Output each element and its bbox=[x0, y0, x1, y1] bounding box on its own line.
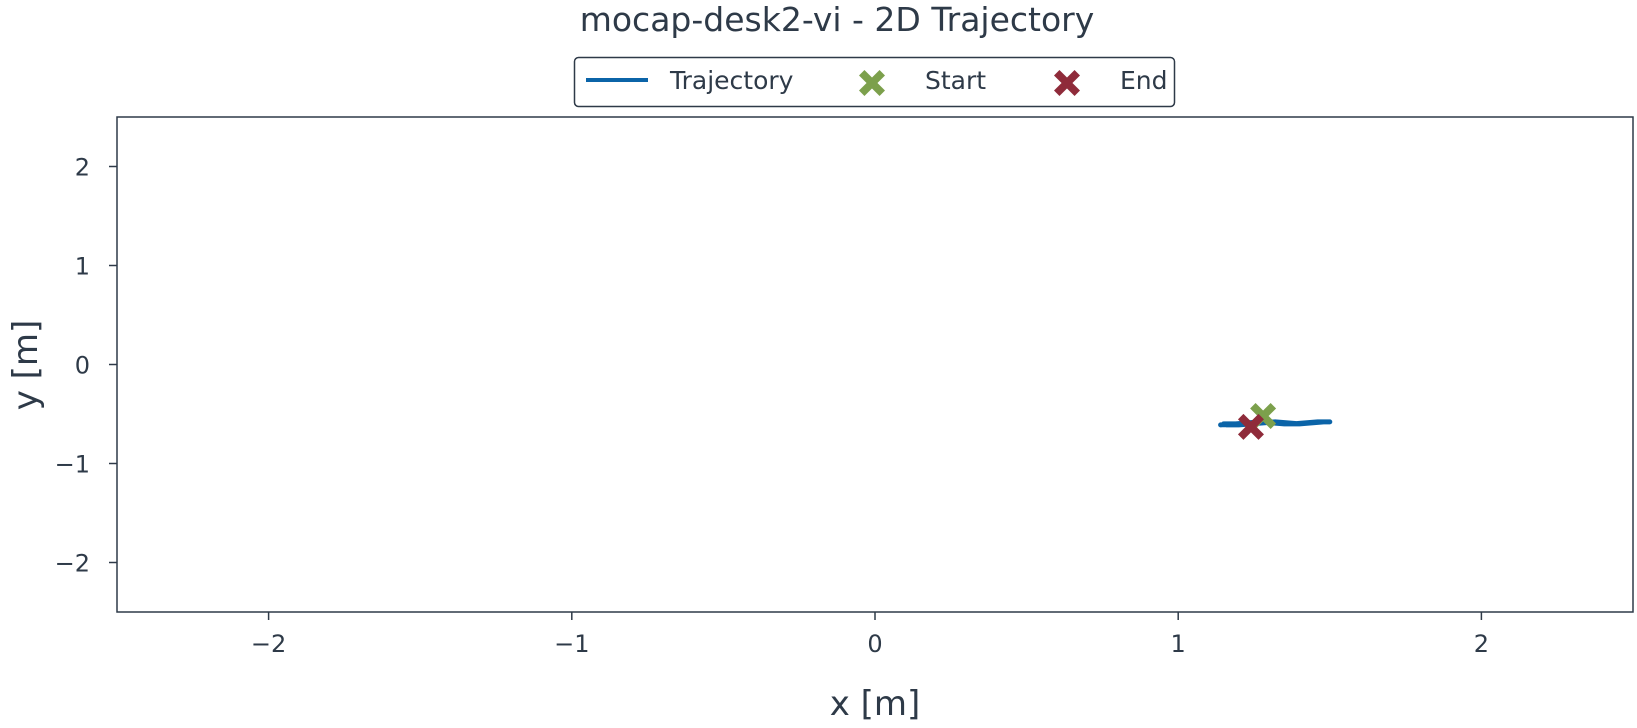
legend-label-start: Start bbox=[925, 66, 986, 95]
y-tick-label: −2 bbox=[55, 550, 90, 578]
legend-label-trajectory: Trajectory bbox=[669, 66, 794, 95]
x-tick-label: 0 bbox=[867, 630, 882, 658]
legend-label-end: End bbox=[1120, 66, 1168, 95]
y-tick-label: 0 bbox=[75, 352, 90, 380]
x-axis-ticks: −2 −1 0 1 2 bbox=[251, 612, 1489, 658]
x-tick-label: 1 bbox=[1171, 630, 1186, 658]
y-tick-label: 2 bbox=[75, 154, 90, 182]
plot-area-frame bbox=[116, 116, 1634, 613]
end-marker bbox=[1237, 413, 1264, 440]
y-tick-label: 1 bbox=[75, 253, 90, 281]
trajectory-line bbox=[1218, 419, 1333, 428]
x-tick-label: −2 bbox=[251, 630, 286, 658]
legend-start-icon bbox=[859, 70, 885, 96]
y-axis-ticks: 2 1 0 −1 −2 bbox=[55, 154, 117, 578]
legend-end-icon bbox=[1054, 70, 1080, 96]
x-tick-label: 2 bbox=[1474, 630, 1489, 658]
y-tick-label: −1 bbox=[55, 451, 90, 479]
legend: Trajectory Start End bbox=[573, 56, 1176, 108]
marker-layer bbox=[1237, 402, 1277, 440]
series-layer bbox=[1218, 419, 1333, 428]
x-tick-label: −1 bbox=[554, 630, 589, 658]
x-axis-label: x [m] bbox=[830, 684, 921, 724]
chart-title: mocap-desk2-vi - 2D Trajectory bbox=[580, 0, 1095, 39]
y-axis-label: y [m] bbox=[6, 320, 46, 411]
